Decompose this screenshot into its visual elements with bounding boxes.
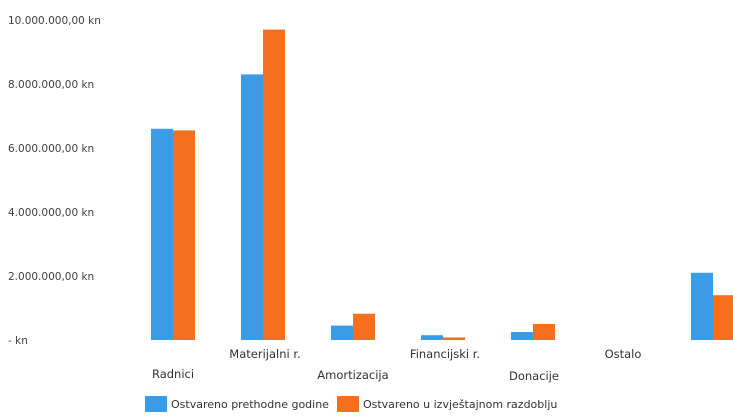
bar-previous-year [511, 332, 533, 340]
x-axis: Radnici Materijalni r. Amortizacija Financi… [152, 347, 641, 383]
x-tick-label: Amortizacija [317, 368, 388, 382]
bar-current-period [263, 29, 285, 340]
x-tick-label: Financijski r. [410, 347, 480, 361]
bar-previous-year [151, 128, 173, 340]
bar-previous-year [331, 325, 353, 340]
legend-item-current-period: Ostvareno u izvještajnom razdoblju [336, 396, 558, 412]
y-tick-label: 4.000.000,00 kn [8, 207, 94, 219]
bar-current-period [443, 337, 465, 340]
y-axis: - kn 2.000.000,00 kn 4.000.000,00 kn 6.000.… [8, 15, 101, 347]
bar-previous-year [421, 335, 443, 340]
bar-previous-year [241, 74, 263, 341]
bar-current-period [173, 130, 195, 340]
y-tick-label: - kn [8, 335, 28, 347]
y-tick-label: 6.000.000,00 kn [8, 143, 94, 155]
y-tick-label: 8.000.000,00 kn [8, 79, 94, 91]
bar-current-period [533, 324, 555, 340]
legend-item-previous-year: Ostvareno prethodne godine [145, 396, 329, 412]
x-tick-label: Materijalni r. [229, 347, 300, 361]
legend: Ostvareno prethodne godine Ostvareno u i… [145, 396, 565, 412]
legend-swatch-previous-year [145, 396, 167, 412]
bar-current-period [713, 295, 733, 340]
x-tick-label: Ostalo [605, 347, 642, 361]
legend-label-previous-year: Ostvareno prethodne godine [171, 397, 329, 411]
x-tick-label: Donacije [509, 369, 559, 383]
bars [151, 29, 733, 341]
y-tick-label: 10.000.000,00 kn [8, 15, 101, 27]
bar-previous-year [691, 272, 713, 340]
legend-swatch-current-period [336, 396, 359, 412]
legend-label-current-period: Ostvareno u izvještajnom razdoblju [362, 397, 558, 411]
y-tick-label: 2.000.000,00 kn [8, 271, 94, 283]
x-tick-label: Radnici [152, 367, 194, 381]
bar-current-period [353, 313, 375, 340]
